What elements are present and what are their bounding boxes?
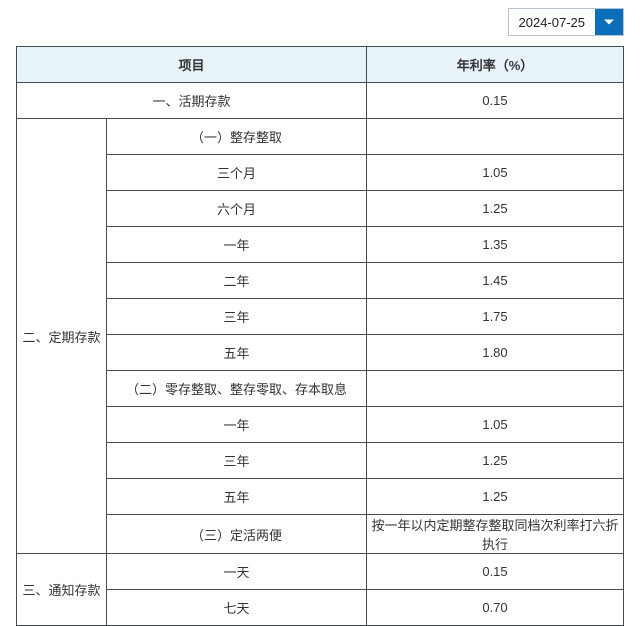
y2-label: 二年: [107, 263, 367, 299]
y2-rate: 1.45: [367, 263, 624, 299]
d1-rate: 0.15: [367, 554, 624, 590]
partial-label: （二）零存整取、整存零取、存本取息: [107, 371, 367, 407]
demand-label: 一、活期存款: [17, 83, 367, 119]
d7-label: 七天: [107, 590, 367, 626]
table-row: 三、通知存款一天0.15: [17, 554, 624, 590]
table-row: （三）定活两便按一年以内定期整存整取同档次利率打六折执行: [17, 515, 624, 554]
table-row: 六个月1.25: [17, 191, 624, 227]
py3-rate: 1.25: [367, 443, 624, 479]
header-rate: 年利率（%）: [367, 47, 624, 83]
table-row: 二、定期存款（一）整存整取: [17, 119, 624, 155]
table-row: 五年1.80: [17, 335, 624, 371]
header-project: 项目: [17, 47, 367, 83]
table-row: 三个月1.05: [17, 155, 624, 191]
partial-rate: [367, 371, 624, 407]
table-row: 三年1.25: [17, 443, 624, 479]
table-row: 三年1.75: [17, 299, 624, 335]
table-row: 一年1.05: [17, 407, 624, 443]
m3-label: 三个月: [107, 155, 367, 191]
table-row: 一、活期存款0.15: [17, 83, 624, 119]
m6-label: 六个月: [107, 191, 367, 227]
demand-rate: 0.15: [367, 83, 624, 119]
flex-rate: 按一年以内定期整存整取同档次利率打六折执行: [367, 515, 624, 554]
date-value: 2024-07-25: [509, 9, 596, 35]
m3-rate: 1.05: [367, 155, 624, 191]
m6-rate: 1.25: [367, 191, 624, 227]
flex-label: （三）定活两便: [107, 515, 367, 554]
py5-label: 五年: [107, 479, 367, 515]
table-row: 五年1.25: [17, 479, 624, 515]
y1-rate: 1.35: [367, 227, 624, 263]
lump-rate: [367, 119, 624, 155]
y1-label: 一年: [107, 227, 367, 263]
lump-label: （一）整存整取: [107, 119, 367, 155]
table-row: （二）零存整取、整存零取、存本取息: [17, 371, 624, 407]
y5-label: 五年: [107, 335, 367, 371]
chevron-down-icon: [595, 9, 623, 35]
d1-label: 一天: [107, 554, 367, 590]
rate-table: 项目 年利率（%） 一、活期存款0.15二、定期存款（一）整存整取三个月1.05…: [16, 46, 624, 626]
py3-label: 三年: [107, 443, 367, 479]
d7-rate: 0.70: [367, 590, 624, 626]
table-row: 二年1.45: [17, 263, 624, 299]
py5-rate: 1.25: [367, 479, 624, 515]
table-row: 一年1.35: [17, 227, 624, 263]
py1-rate: 1.05: [367, 407, 624, 443]
y3-label: 三年: [107, 299, 367, 335]
date-selector[interactable]: 2024-07-25: [508, 8, 625, 36]
py1-label: 一年: [107, 407, 367, 443]
y3-rate: 1.75: [367, 299, 624, 335]
y5-rate: 1.80: [367, 335, 624, 371]
fixed-label: 二、定期存款: [17, 119, 107, 554]
table-row: 七天0.70: [17, 590, 624, 626]
